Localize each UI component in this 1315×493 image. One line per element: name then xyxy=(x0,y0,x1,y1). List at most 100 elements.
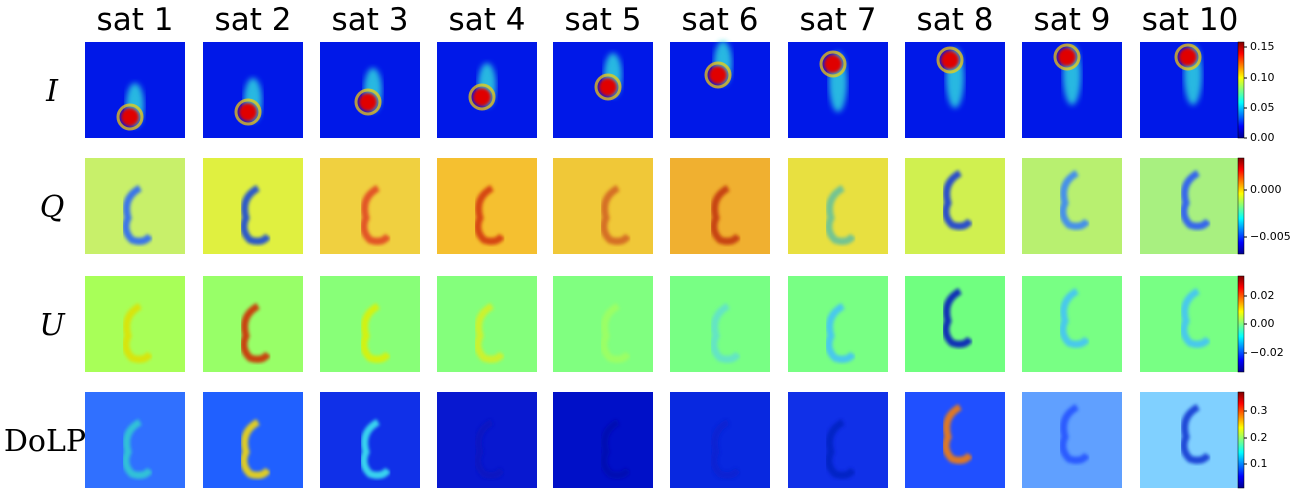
blob-core xyxy=(709,66,727,84)
row-label: Q xyxy=(40,190,65,225)
heatmap xyxy=(905,392,1005,488)
heatmap xyxy=(1022,276,1122,372)
blob-shape xyxy=(122,418,153,479)
blob-shape xyxy=(474,184,505,245)
heatmap xyxy=(1022,42,1122,138)
blob-halo xyxy=(704,61,732,89)
heatmap xyxy=(85,158,185,254)
heatmap xyxy=(320,276,420,372)
heatmap xyxy=(203,392,303,488)
colorbar-tick-label: 0.3 xyxy=(1250,404,1268,417)
blob-halo xyxy=(468,83,496,111)
heatmap xyxy=(788,276,888,372)
blob-shape xyxy=(240,302,271,363)
column-title: sat 2 xyxy=(215,2,292,38)
row-label: U xyxy=(39,308,66,343)
blob-shape xyxy=(710,418,741,479)
heatmap xyxy=(320,42,420,138)
heatmap xyxy=(203,42,303,138)
blob-shape xyxy=(825,302,856,363)
colorbar-tick-label: 0.10 xyxy=(1250,71,1275,84)
blob-shape xyxy=(600,418,631,479)
heatmap xyxy=(788,392,888,488)
blob-shape xyxy=(710,184,741,245)
blob-halo xyxy=(234,98,262,126)
heatmap xyxy=(1022,392,1122,488)
blob-shape xyxy=(474,418,505,479)
blob-shape xyxy=(1059,287,1090,348)
blob-shape xyxy=(360,418,391,479)
colorbar-tick-label: 0.000 xyxy=(1250,183,1282,196)
heatmap xyxy=(203,158,303,254)
blob-shape xyxy=(1180,403,1211,464)
blob-shape xyxy=(825,418,856,479)
heatmap xyxy=(320,158,420,254)
blob-core xyxy=(941,51,959,69)
colorbar xyxy=(1237,41,1245,139)
blob-shape xyxy=(240,418,271,479)
blob-core xyxy=(121,108,139,126)
blob-core xyxy=(824,55,842,73)
heatmap xyxy=(788,158,888,254)
blob-shape xyxy=(710,302,741,363)
colorbar-tick-label: 0.1 xyxy=(1250,457,1268,470)
heatmap xyxy=(553,42,653,138)
blob-shape xyxy=(1180,287,1211,348)
column-title: sat 4 xyxy=(449,2,526,38)
blob-shape xyxy=(942,169,973,230)
column-title: sat 1 xyxy=(97,2,174,38)
blob-shape xyxy=(474,302,505,363)
blob-core xyxy=(473,88,491,106)
blob-shape xyxy=(360,184,391,245)
blob-shape xyxy=(942,403,973,464)
blob-core xyxy=(599,78,617,96)
heatmap xyxy=(85,392,185,488)
column-title: sat 9 xyxy=(1034,2,1111,38)
colorbar-tick-label: 0.05 xyxy=(1250,101,1275,114)
heatmap xyxy=(670,392,770,488)
colorbar-tick-label: −0.005 xyxy=(1250,230,1291,243)
blob-halo xyxy=(1053,43,1081,71)
column-title: sat 8 xyxy=(917,2,994,38)
column-title: sat 7 xyxy=(800,2,877,38)
colorbar-tick-label: 0.00 xyxy=(1250,131,1275,144)
column-title: sat 10 xyxy=(1142,2,1239,38)
blob-shape xyxy=(1180,169,1211,230)
heatmap xyxy=(1140,158,1240,254)
blob-shape xyxy=(600,302,631,363)
colorbar xyxy=(1237,275,1245,373)
column-title: sat 5 xyxy=(565,2,642,38)
colorbar-tick-label: 0.02 xyxy=(1250,289,1275,302)
blob-shape xyxy=(600,184,631,245)
heatmap xyxy=(670,158,770,254)
heatmap xyxy=(1140,42,1240,138)
colorbar xyxy=(1237,391,1245,489)
heatmap xyxy=(1022,158,1122,254)
heatmap xyxy=(85,276,185,372)
heatmap xyxy=(905,276,1005,372)
column-title: sat 3 xyxy=(332,2,409,38)
heatmap xyxy=(1140,276,1240,372)
heatmap xyxy=(553,158,653,254)
heatmap-bg xyxy=(1140,392,1240,488)
colorbar-tick-label: 0.00 xyxy=(1250,317,1275,330)
blob-halo xyxy=(116,103,144,131)
blob-shape xyxy=(360,302,391,363)
blob-halo xyxy=(594,73,622,101)
blob-halo xyxy=(819,50,847,78)
blob-shape xyxy=(1059,169,1090,230)
blob-core xyxy=(359,93,377,111)
heatmap xyxy=(905,158,1005,254)
blob-core xyxy=(239,103,257,121)
heatmap xyxy=(788,42,888,138)
colorbar-tick-label: −0.02 xyxy=(1250,346,1284,359)
blob-shape xyxy=(825,184,856,245)
heatmap xyxy=(670,41,770,138)
heatmap xyxy=(1140,392,1240,488)
blob-shape xyxy=(122,302,153,363)
colorbar-tick-label: 0.15 xyxy=(1250,40,1275,53)
heatmap xyxy=(437,158,537,254)
blob-halo xyxy=(936,46,964,74)
heatmap xyxy=(905,42,1005,138)
